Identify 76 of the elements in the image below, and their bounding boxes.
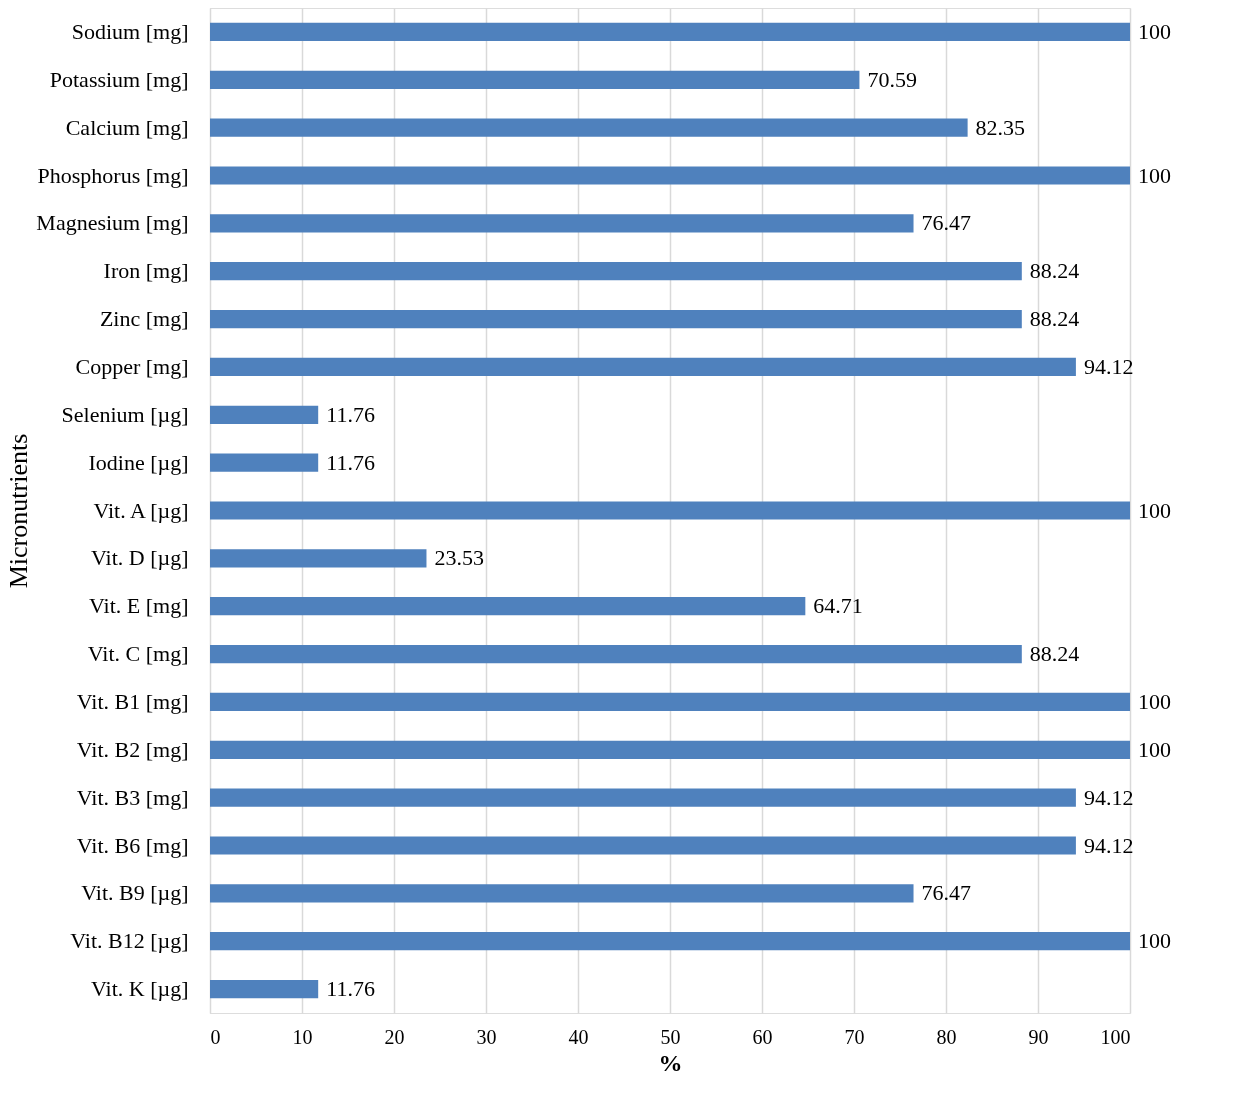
x-axis-title: %	[658, 1049, 683, 1076]
bar	[210, 979, 319, 999]
data-label: 100	[1138, 18, 1171, 44]
bar	[210, 405, 319, 424]
bar	[210, 262, 1022, 281]
data-label: 94.12	[1083, 784, 1134, 810]
y-axis-title: Micronutrients	[4, 433, 34, 589]
bar	[210, 740, 1130, 759]
data-label: 11.76	[326, 449, 375, 475]
data-label: 100	[1138, 497, 1171, 523]
data-label: 64.71	[813, 593, 863, 619]
data-label: 82.35	[975, 114, 1026, 140]
data-label: 11.76	[326, 401, 375, 427]
x-tick-label: 10	[292, 1025, 313, 1048]
bar	[210, 932, 1130, 951]
data-label: 100	[1138, 736, 1171, 762]
bar	[210, 836, 1076, 855]
x-tick-label: 80	[936, 1025, 957, 1048]
data-label: 88.24	[1029, 641, 1080, 667]
y-tick-label: Calcium [mg]	[65, 114, 189, 140]
x-tick-label: 50	[660, 1025, 681, 1048]
x-tick-label: 30	[476, 1025, 497, 1048]
data-label: 100	[1138, 928, 1171, 954]
y-tick-label: Vit. B6 [mg]	[76, 832, 189, 858]
bar	[210, 692, 1130, 712]
data-label: 88.24	[1029, 306, 1080, 332]
data-label: 94.12	[1083, 353, 1134, 379]
y-tick-label: Vit. B3 [mg]	[76, 784, 189, 810]
y-tick-label: Vit. D [µg]	[90, 545, 189, 571]
y-tick-label: Zinc [mg]	[99, 306, 189, 332]
bar	[210, 644, 1022, 664]
data-label: 76.47	[921, 210, 972, 236]
bar	[210, 118, 968, 137]
bar	[210, 549, 427, 568]
y-tick-label: Potassium [mg]	[49, 66, 189, 92]
bar	[210, 309, 1022, 329]
bar	[210, 214, 914, 233]
data-label: 94.12	[1083, 832, 1134, 858]
x-tick-label: 40	[568, 1025, 589, 1048]
y-tick-label: Vit. C [mg]	[87, 641, 189, 667]
x-tick-label: 90	[1028, 1025, 1049, 1048]
x-tick-label: 70	[844, 1025, 865, 1048]
y-tick-label: Sodium [mg]	[71, 18, 189, 44]
x-tick-label: 100	[1100, 1025, 1131, 1048]
bar	[210, 884, 914, 903]
data-label: 23.53	[434, 545, 484, 571]
data-label: 76.47	[921, 880, 972, 906]
x-tick-label: 60	[752, 1025, 773, 1048]
bar	[210, 501, 1130, 520]
data-label: 70.59	[867, 66, 917, 92]
y-tick-label: Vit. B2 [mg]	[76, 736, 189, 762]
y-tick-label: Vit. K [µg]	[90, 976, 189, 1002]
y-tick-label: Vit. B12 [µg]	[70, 928, 189, 954]
bar	[210, 166, 1130, 185]
y-tick-label: Selenium [µg]	[61, 401, 189, 427]
data-label: 11.76	[326, 976, 375, 1002]
bar	[210, 70, 860, 89]
x-tick-label: 0	[210, 1025, 221, 1048]
data-label: 100	[1138, 688, 1171, 714]
data-label: 88.24	[1029, 258, 1080, 284]
x-tick-label: 20	[384, 1025, 405, 1048]
y-tick-label: Vit. B9 [µg]	[81, 880, 189, 906]
y-tick-label: Magnesium [mg]	[36, 210, 189, 236]
y-tick-label: Vit. B1 [mg]	[76, 688, 189, 714]
y-tick-label: Copper [mg]	[75, 353, 189, 379]
y-tick-label: Phosphorus [mg]	[37, 162, 189, 188]
data-label: 100	[1138, 162, 1171, 188]
y-tick-label: Vit. E [mg]	[89, 593, 189, 619]
bar	[210, 597, 806, 616]
bar	[210, 357, 1076, 377]
bar	[210, 453, 319, 472]
y-tick-label: Iodine [µg]	[88, 449, 189, 475]
y-tick-label: Vit. A [µg]	[93, 497, 189, 523]
bar	[210, 788, 1076, 807]
y-tick-label: Iron [mg]	[103, 258, 189, 284]
bar	[210, 22, 1130, 42]
